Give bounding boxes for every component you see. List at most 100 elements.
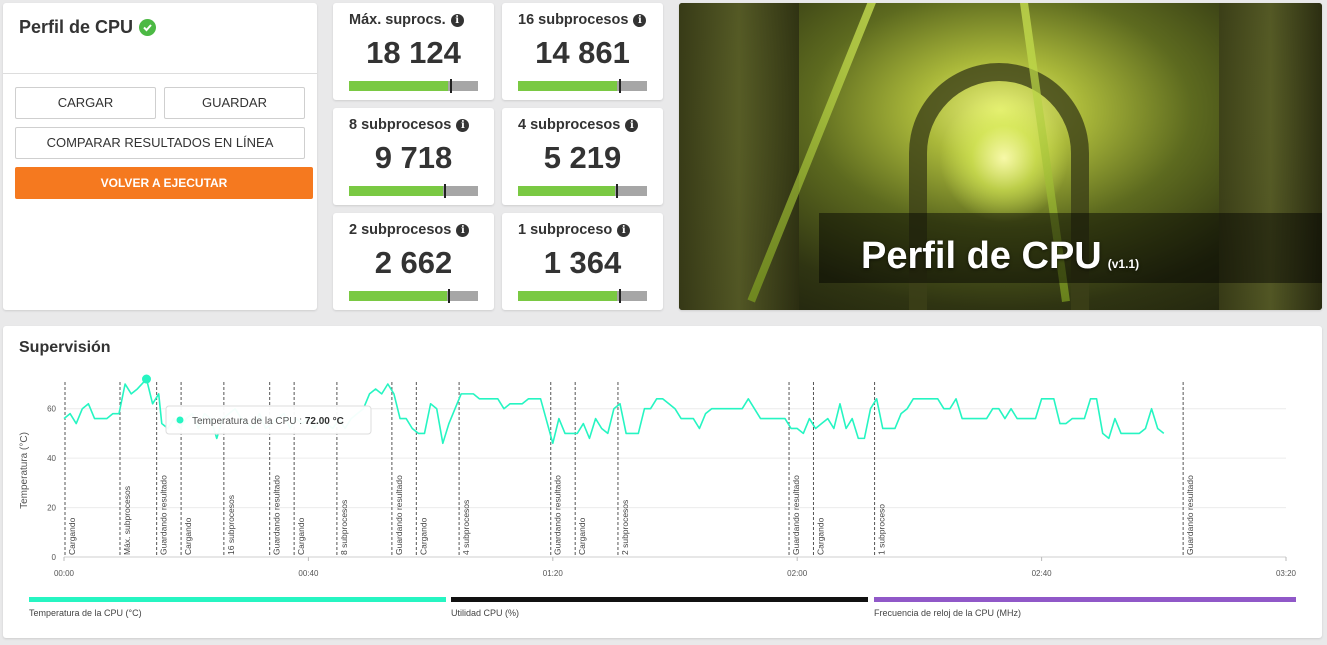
phase-marker-label: Cargando (815, 517, 825, 555)
y-tick-label: 0 (52, 553, 57, 562)
phase-marker-label: Cargando (67, 517, 77, 555)
score-bar-fill (518, 291, 618, 301)
phase-marker-label: 16 subprocesos (226, 495, 236, 555)
legend-swatch-utility (451, 597, 868, 602)
phase-marker-label: Cargando (183, 517, 193, 555)
score-bar-marker (449, 79, 452, 93)
phase-marker-label: Guardando resultado (1185, 475, 1195, 555)
tooltip-text: Temperatura de la CPU : 72.00 °C (192, 416, 344, 427)
info-icon[interactable]: i (633, 13, 647, 27)
compare-online-button[interactable]: COMPARAR RESULTADOS EN LÍNEA (15, 127, 305, 159)
phase-marker-label: Máx. subprocesos (122, 486, 132, 555)
hero-arch (909, 63, 1089, 310)
temperature-chart: 0 20 40 60 Temperatura (°C) 00:00 00:40 01:20 02… (19, 374, 1297, 578)
hero-title: Perfil de CPU (861, 235, 1102, 277)
score-bar-fill (349, 81, 449, 91)
tile-label: 1 subproceso (518, 222, 613, 238)
tile-score: 2 662 (374, 245, 453, 280)
score-bar (349, 289, 478, 303)
hero-title-band (819, 213, 1322, 283)
score-bar-marker (448, 289, 451, 303)
phase-marker-label: Guardando resultado (272, 475, 282, 555)
x-tick-label: 03:20 (1276, 569, 1297, 578)
x-tick-label: 00:40 (298, 569, 319, 578)
phase-marker-label: Guardando resultado (553, 475, 563, 555)
score-tile-max-threads: Máx. suprocs. i 18 124 (333, 3, 494, 100)
phase-marker-label: Cargando (296, 517, 306, 555)
y-tick-label: 20 (47, 504, 56, 513)
score-bar-fill (518, 186, 615, 196)
score-bar (349, 79, 478, 93)
score-bar-marker (618, 79, 621, 93)
phase-marker-label: Cargando (418, 517, 428, 555)
tooltip-value: 72.00 °C (305, 416, 344, 427)
highlighted-point (141, 374, 151, 384)
hero-version: (v1.1) (1107, 257, 1140, 271)
tooltip-swatch (176, 416, 184, 424)
legend-item-utility[interactable]: Utilidad CPU (%) (451, 597, 868, 618)
phase-marker-label: Guardando resultado (159, 475, 169, 555)
score-bar (518, 184, 647, 198)
score-tile-1-thread: 1 subproceso i 1 364 (502, 213, 663, 310)
legend-label-frequency: Frecuencia de reloj de la CPU (MHz) (874, 608, 1022, 618)
monitoring-panel: Supervisión 0 20 40 60 Temperatura (°C) 00:00… (3, 326, 1322, 638)
left-panel: Perfil de CPU CARGAR GUARDAR COMPARAR RE… (3, 3, 317, 310)
y-axis-label: Temperatura (°C) (19, 432, 30, 509)
info-icon[interactable]: i (450, 13, 464, 27)
tile-label: Máx. suprocs. (349, 12, 446, 28)
legend-label-temperature: Temperatura de la CPU (°C) (29, 608, 142, 618)
x-tick-label: 00:00 (54, 569, 75, 578)
legend-item-frequency[interactable]: Frecuencia de reloj de la CPU (MHz) (874, 597, 1296, 618)
benchmark-hero-image: Perfil de CPU (v1.1) (679, 3, 1322, 310)
info-icon[interactable]: i (456, 118, 470, 132)
score-bar-marker (616, 184, 619, 198)
score-tile-16-threads: 16 subprocesos i 14 861 (502, 3, 663, 100)
phase-marker-label: Guardando resultado (394, 475, 404, 555)
score-bar-fill (518, 81, 618, 91)
info-icon[interactable]: i (617, 223, 631, 237)
x-tick-label: 02:00 (787, 569, 808, 578)
score-bar-fill (349, 291, 448, 301)
tile-label: 16 subprocesos (518, 12, 629, 28)
load-button[interactable]: CARGAR (15, 87, 156, 119)
hero-pillar-left (679, 3, 799, 310)
legend-swatch-temperature (29, 597, 446, 602)
phase-marker-label: 2 subprocesos (620, 500, 630, 555)
score-bar-marker (618, 289, 621, 303)
legend-swatch-frequency (874, 597, 1296, 602)
y-tick-label: 60 (47, 405, 56, 414)
score-bar (349, 184, 478, 198)
legend-item-temperature[interactable]: Temperatura de la CPU (°C) (29, 597, 446, 618)
tile-score: 1 364 (543, 245, 622, 280)
tile-label: 2 subprocesos (349, 222, 452, 238)
check-circle-icon (139, 19, 157, 36)
save-button[interactable]: GUARDAR (164, 87, 305, 119)
rerun-button[interactable]: VOLVER A EJECUTAR (15, 167, 313, 199)
legend-label-utility: Utilidad CPU (%) (451, 608, 520, 618)
x-tick-label: 02:40 (1032, 569, 1053, 578)
phase-marker-label: Cargando (577, 517, 587, 555)
info-icon[interactable]: i (456, 223, 470, 237)
phase-marker-label: Guardando resultado (791, 475, 801, 555)
phase-marker-label: 4 subprocesos (461, 500, 471, 555)
hero-pillar-right (1219, 3, 1322, 310)
panel-header: Perfil de CPU (3, 3, 317, 74)
score-bar-marker (444, 184, 447, 198)
tile-label: 4 subprocesos (518, 117, 621, 133)
x-tick-label: 01:20 (543, 569, 564, 578)
phase-marker-label: 8 subprocesos (339, 500, 349, 555)
monitoring-title: Supervisión (19, 339, 111, 356)
score-tile-4-threads: 4 subprocesos i 5 219 (502, 108, 663, 205)
info-icon[interactable]: i (625, 118, 639, 132)
tile-score: 14 861 (535, 35, 630, 70)
y-tick-label: 40 (47, 454, 56, 463)
tile-score: 9 718 (374, 140, 453, 175)
tooltip-label: Temperatura de la CPU : (192, 416, 305, 427)
phase-marker-label: 1 subproceso (877, 504, 887, 555)
score-tile-8-threads: 8 subprocesos i 9 718 (333, 108, 494, 205)
tile-score: 18 124 (366, 35, 461, 70)
score-bar (518, 79, 647, 93)
panel-title: Perfil de CPU (19, 17, 134, 37)
tile-label: 8 subprocesos (349, 117, 452, 133)
tile-score: 5 219 (543, 140, 622, 175)
